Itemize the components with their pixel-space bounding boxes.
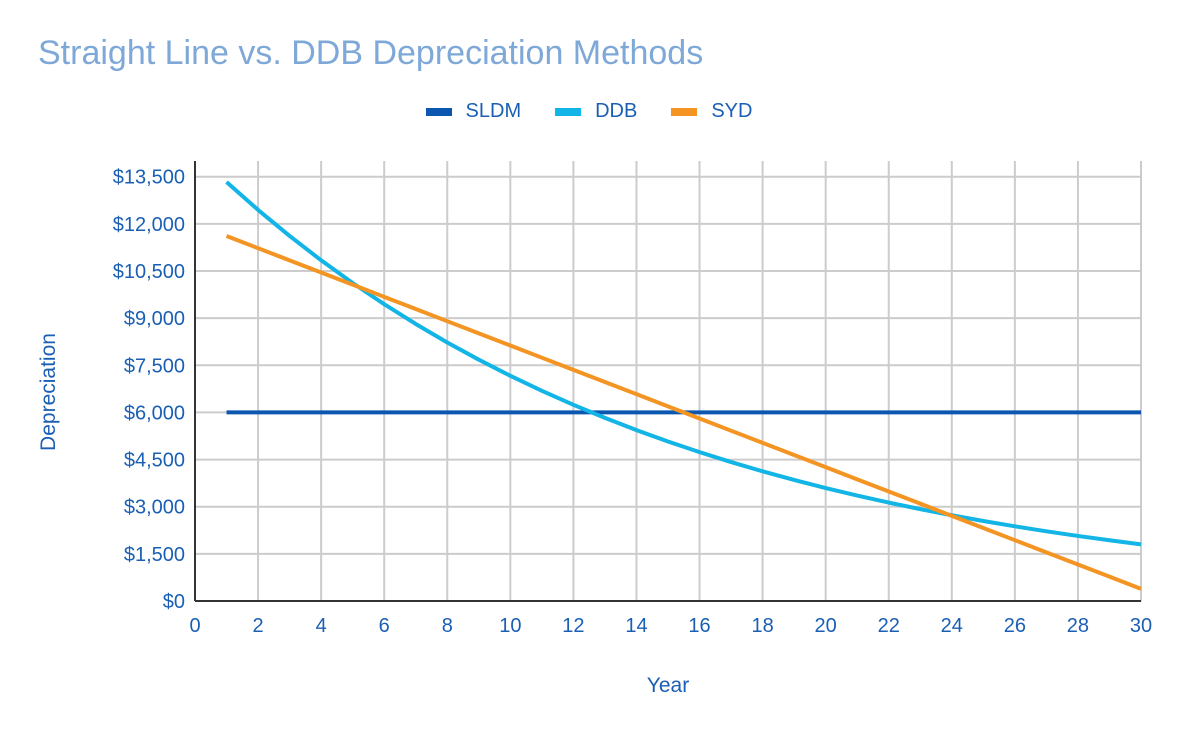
y-axis-label: Depreciation [37,333,60,451]
series-line-ddb [225,180,1142,547]
y-tick-label: $3,000 [124,497,185,519]
x-tick-label: 8 [442,615,453,637]
x-tick-label: 2 [253,615,264,637]
x-tick-label: 12 [562,615,584,637]
legend-label-ddb: DDB [595,100,638,122]
legend-item-ddb[interactable]: DDB [555,100,637,123]
x-tick-label: 10 [499,615,521,637]
x-tick-label: 22 [878,615,900,637]
x-tick-label: 6 [379,615,390,637]
chart-title: Straight Line vs. DDB Depreciation Metho… [38,34,704,72]
legend-swatch-sldm [425,107,452,116]
y-tick-label: $7,500 [124,355,185,377]
legend-label-syd: SYD [711,100,753,122]
x-tick-label: 26 [1004,615,1026,637]
y-tick-label: $10,500 [113,261,185,283]
x-tick-label: 30 [1130,615,1152,637]
y-tick-label: $0 [163,591,185,613]
y-tick-label: $13,500 [113,167,185,189]
y-tick-label: $6,000 [124,402,185,424]
y-tick-label: $12,000 [113,214,185,236]
legend-item-syd[interactable]: SYD [671,100,752,123]
x-tick-label: 16 [688,615,710,637]
legend-item-sldm[interactable]: SLDM [425,100,522,123]
legend-label-sldm: SLDM [465,100,522,122]
y-tick-label: $9,000 [124,308,185,330]
x-axis-label: Year [647,674,689,697]
x-tick-label: 28 [1067,615,1089,637]
x-tick-label: 4 [316,615,327,637]
x-tick-label: 18 [751,615,773,637]
x-tick-label: 20 [815,615,837,637]
y-tick-label: $1,500 [124,544,185,566]
series-line-syd [225,234,1142,591]
y-tick-label: $4,500 [124,450,185,472]
legend-swatch-ddb [555,107,582,116]
legend: SLDM DDB SYD [0,100,1178,123]
legend-swatch-syd [671,107,698,116]
x-tick-label: 0 [189,615,200,637]
x-tick-label: 14 [625,615,647,637]
x-tick-label: 24 [941,615,963,637]
